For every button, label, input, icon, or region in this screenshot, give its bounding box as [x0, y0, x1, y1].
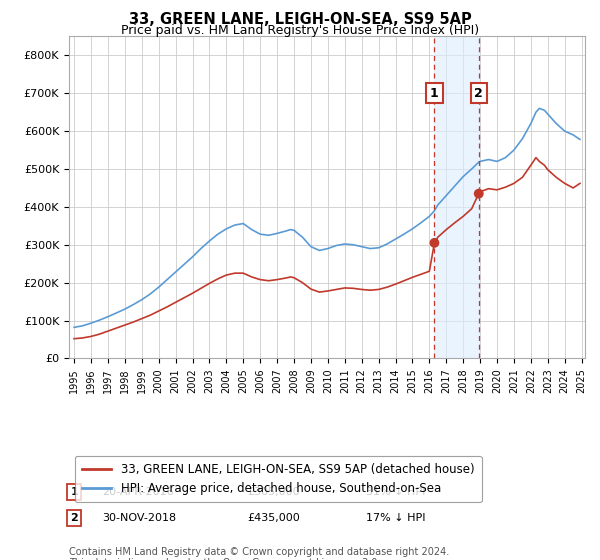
- Text: £305,000: £305,000: [247, 487, 299, 497]
- Bar: [434, 36, 479, 358]
- Point: [430, 239, 439, 248]
- Text: 1: 1: [430, 87, 439, 100]
- Point: [474, 189, 484, 198]
- Legend: 33, GREEN LANE, LEIGH-ON-SEA, SS9 5AP (detached house), HPI: Average price, deta: 33, GREEN LANE, LEIGH-ON-SEA, SS9 5AP (d…: [75, 456, 482, 502]
- Text: 2: 2: [70, 513, 78, 523]
- Text: £435,000: £435,000: [247, 513, 300, 523]
- Text: Price paid vs. HM Land Registry's House Price Index (HPI): Price paid vs. HM Land Registry's House …: [121, 24, 479, 36]
- Text: Contains HM Land Registry data © Crown copyright and database right 2024.
This d: Contains HM Land Registry data © Crown c…: [69, 547, 449, 560]
- Text: 17% ↓ HPI: 17% ↓ HPI: [366, 513, 425, 523]
- Text: 30-NOV-2018: 30-NOV-2018: [103, 513, 176, 523]
- Text: 2: 2: [475, 87, 483, 100]
- Text: 20-APR-2016: 20-APR-2016: [103, 487, 174, 497]
- Text: 33, GREEN LANE, LEIGH-ON-SEA, SS9 5AP: 33, GREEN LANE, LEIGH-ON-SEA, SS9 5AP: [128, 12, 472, 27]
- Text: 1: 1: [70, 487, 78, 497]
- Text: 31% ↓ HPI: 31% ↓ HPI: [366, 487, 425, 497]
